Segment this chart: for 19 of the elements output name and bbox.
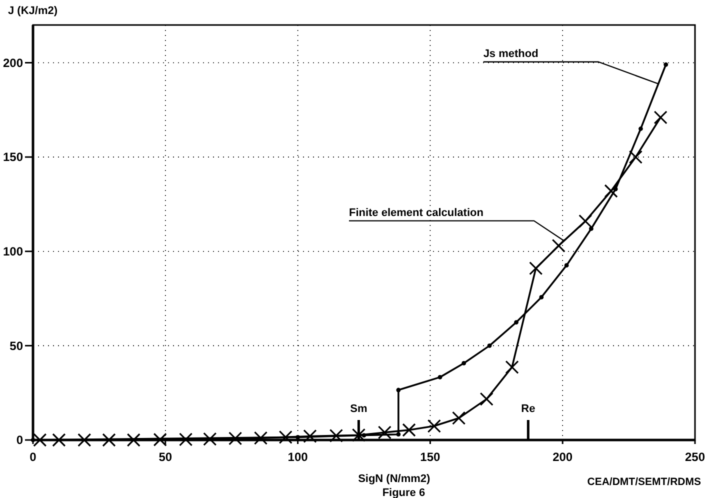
caption: Figure 6 — [382, 487, 426, 498]
x-tick-label: 0 — [30, 450, 37, 464]
ref-line-label: Re — [521, 403, 536, 415]
text: CEA/DMT/SEMT/RDMS — [587, 476, 701, 488]
y-tick-label: 150 — [2, 150, 24, 164]
ref-line-label: Sm — [350, 403, 368, 415]
text: Finite element calculation — [348, 206, 484, 219]
y-tick-label: 50 — [10, 338, 24, 353]
x-tick-label: 50 — [158, 450, 172, 464]
y-tick-label: 0 — [16, 433, 24, 448]
y-tick-label: 100 — [2, 244, 24, 259]
x-tick-label: 200 — [552, 450, 573, 464]
text: Js method — [483, 48, 538, 60]
x-axis-title: SigN (N/mm2) — [358, 473, 431, 485]
y-axis-title: J (KJ/m2) — [8, 5, 58, 17]
x-tick-label: 100 — [288, 450, 308, 464]
x-tick-label: 150 — [420, 450, 441, 464]
x-tick-label: 250 — [684, 450, 706, 464]
y-tick-label: 200 — [2, 56, 24, 70]
